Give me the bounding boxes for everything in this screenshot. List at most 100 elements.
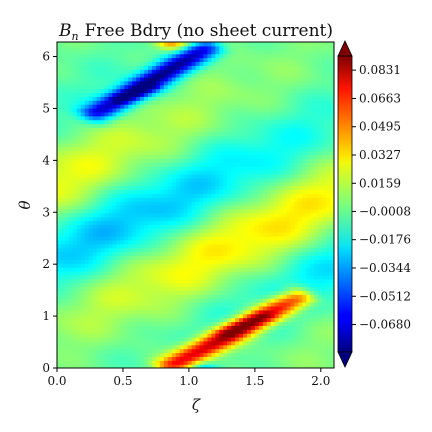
heatmap-cell [96, 270, 102, 276]
heatmap-cell [203, 255, 208, 260]
heatmap-cell [290, 131, 296, 136]
heatmap-cell [258, 107, 264, 113]
heatmap-cell [258, 356, 264, 361]
heatmap-cell [306, 247, 311, 253]
heatmap-cell [72, 166, 78, 171]
heatmap-cell [151, 286, 157, 291]
heatmap-cell [242, 142, 248, 148]
heatmap-cell [302, 274, 307, 280]
heatmap-cell [250, 185, 256, 191]
heatmap-cell [270, 286, 276, 291]
heatmap-cell [298, 150, 303, 156]
heatmap-cell [120, 142, 125, 148]
heatmap-cell [124, 150, 129, 156]
heatmap-cell [148, 216, 153, 222]
heatmap-cell [203, 131, 208, 136]
heatmap-cell [246, 305, 252, 311]
heatmap-cell [175, 329, 181, 334]
heatmap-cell [318, 340, 323, 346]
heatmap-cell [57, 286, 62, 291]
heatmap-cell [179, 340, 185, 346]
heatmap-cell [235, 286, 240, 291]
heatmap-cell [179, 212, 185, 218]
heatmap-cell [92, 298, 98, 303]
heatmap-cell [60, 119, 66, 125]
heatmap-cell [64, 150, 70, 156]
heatmap-cell [124, 123, 129, 128]
heatmap-cell [326, 146, 331, 152]
heatmap-cell [239, 107, 244, 113]
heatmap-cell [286, 236, 292, 241]
heatmap-cell [330, 154, 334, 160]
heatmap-cell [76, 352, 82, 357]
heatmap-cell [270, 177, 276, 183]
heatmap-cell [235, 96, 240, 101]
heatmap-cell [207, 181, 212, 187]
heatmap-cell [100, 232, 106, 237]
heatmap-cell [136, 201, 141, 206]
heatmap-cell [84, 181, 90, 187]
heatmap-cell [72, 274, 78, 280]
heatmap-cell [242, 189, 248, 194]
heatmap-cell [84, 340, 90, 346]
heatmap-cell [159, 313, 165, 319]
heatmap-cell [298, 364, 303, 368]
heatmap-cell [96, 88, 102, 94]
heatmap-cell [322, 340, 327, 346]
heatmap-cell [104, 274, 110, 280]
heatmap-cell [171, 181, 177, 187]
heatmap-cell [310, 107, 315, 113]
heatmap-cell [302, 286, 307, 291]
heatmap-cell [231, 135, 236, 140]
heatmap-cell [302, 232, 307, 237]
heatmap-cell [120, 263, 125, 268]
heatmap-cell [148, 239, 153, 245]
heatmap-cell [199, 309, 205, 315]
heatmap-cell [219, 189, 224, 194]
heatmap-cell [108, 247, 113, 253]
heatmap-cell [246, 205, 252, 210]
heatmap-cell [290, 348, 296, 354]
heatmap-cell [246, 150, 252, 156]
heatmap-cell [60, 298, 66, 303]
heatmap-cell [60, 127, 66, 132]
heatmap-cell [80, 270, 86, 276]
heatmap-cell [203, 364, 208, 368]
heatmap-cell [179, 166, 185, 171]
heatmap-cell [310, 278, 315, 284]
heatmap-cell [88, 162, 94, 167]
heatmap-cell [266, 96, 272, 101]
heatmap-cell [286, 92, 292, 97]
heatmap-cell [171, 325, 177, 330]
heatmap-cell [159, 336, 165, 342]
heatmap-cell [136, 255, 141, 260]
heatmap-cell [171, 290, 177, 295]
heatmap-cell [175, 224, 181, 229]
heatmap-cell [64, 333, 70, 338]
heatmap-cell [302, 205, 307, 210]
heatmap-cell [231, 150, 236, 156]
heatmap-cell [72, 356, 78, 361]
heatmap-cell [175, 321, 181, 326]
heatmap-cell [326, 150, 331, 156]
heatmap-cell [195, 290, 201, 295]
heatmap-cell [179, 177, 185, 183]
heatmap-cell [322, 232, 327, 237]
heatmap-cell [199, 267, 205, 272]
heatmap-cell [242, 107, 248, 113]
heatmap-cell [322, 185, 327, 191]
heatmap-cell [80, 197, 86, 202]
heatmap-cell [167, 251, 173, 257]
heatmap-cell [254, 189, 260, 194]
heatmap-cell [250, 239, 256, 245]
heatmap-cell [306, 364, 311, 368]
heatmap-cell [274, 170, 280, 175]
heatmap-cell [314, 232, 319, 237]
heatmap-cell [167, 135, 173, 140]
heatmap-cell [310, 259, 315, 264]
heatmap-cell [76, 216, 82, 222]
heatmap-cell [199, 259, 205, 264]
heatmap-cell [124, 336, 129, 342]
heatmap-cell [203, 356, 208, 361]
heatmap-cell [60, 228, 66, 233]
